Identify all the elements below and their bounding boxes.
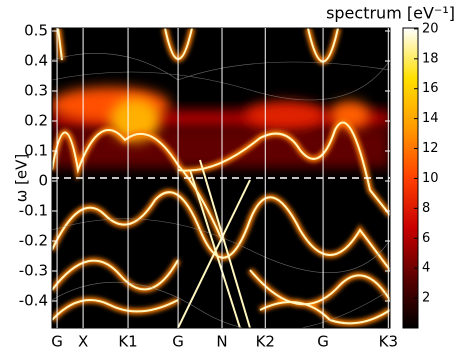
colorbar-tick-label: 16: [422, 81, 439, 96]
x-tick-label: X: [78, 333, 88, 351]
colorbar-tick-label: 4: [422, 261, 430, 276]
colorbar-tick-label: 18: [422, 51, 439, 66]
x-tick-label: K1: [118, 333, 137, 351]
y-tick-label: 0.4: [24, 52, 48, 70]
y-tick-label: -0.1: [19, 202, 48, 220]
x-tick-label: K3: [379, 333, 398, 351]
y-tick-label: -0.2: [19, 232, 48, 250]
x-tick-label: G: [51, 333, 63, 351]
y-tick-label: -0.3: [19, 262, 48, 280]
spectral-map: [52, 28, 390, 328]
y-tick-label: 0.1: [24, 142, 48, 160]
y-tick-label: -0.4: [19, 292, 48, 310]
x-tick-label: N: [216, 333, 227, 351]
colorbar-label: spectrum [eV⁻¹]: [326, 4, 455, 23]
x-tick-label: G: [317, 333, 329, 351]
x-tick-label: G: [172, 333, 184, 351]
y-tick-label: 0.2: [24, 112, 48, 130]
colorbar-tick-label: 8: [422, 201, 430, 216]
y-tick-label: 0.3: [24, 82, 48, 100]
colorbar-tick-label: 2: [422, 291, 430, 306]
y-tick-label: 0: [38, 172, 48, 190]
colorbar-tick-label: 6: [422, 231, 430, 246]
colorbar-tick-label: 14: [422, 111, 439, 126]
y-tick-label: 0.5: [24, 22, 48, 40]
colorbar-tick-label: 20: [422, 21, 439, 36]
x-tick-label: K2: [256, 333, 275, 351]
colorbar-tick-label: 10: [422, 171, 439, 186]
y-axis-label: ω [eV]: [13, 154, 31, 203]
colorbar-tick-label: 12: [422, 141, 439, 156]
